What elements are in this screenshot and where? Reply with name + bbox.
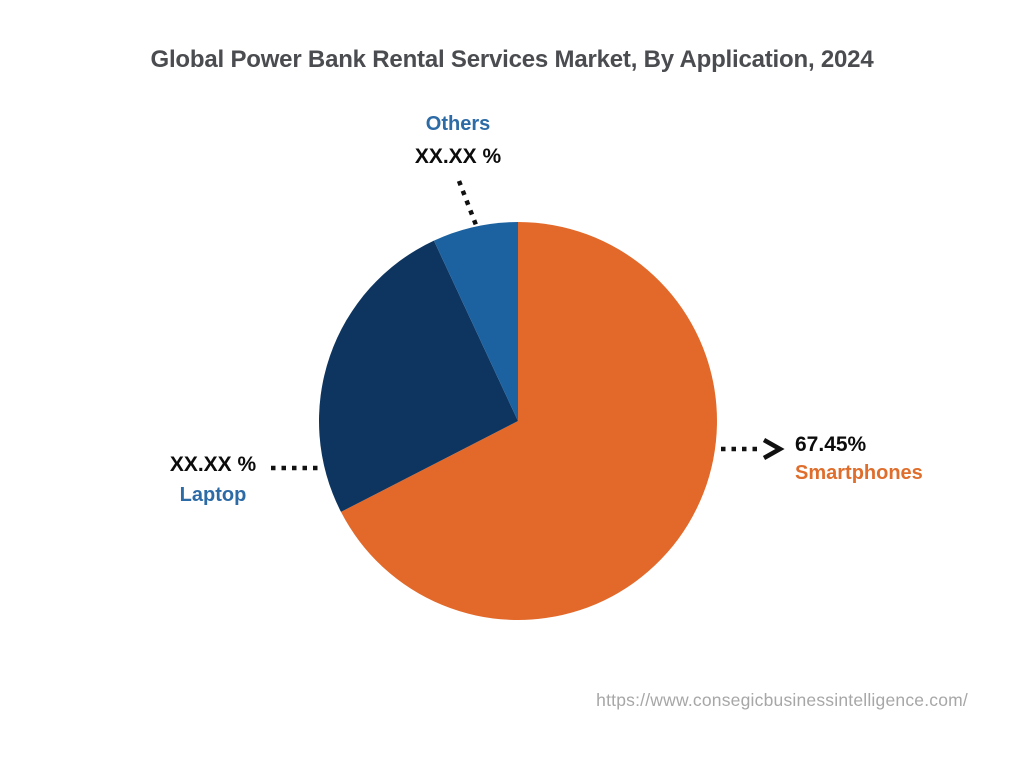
source-url: https://www.consegicbusinessintelligence… <box>596 690 968 710</box>
leader-line-others <box>456 180 479 226</box>
slice-value-laptop: XX.XX % <box>169 453 257 476</box>
pie-slice-others[interactable] <box>433 222 518 421</box>
callout-others: Others XX.XX % <box>392 113 524 169</box>
slice-label-laptop: Laptop <box>179 484 247 506</box>
arrow-right-icon <box>762 438 785 460</box>
pie-slice-laptop[interactable] <box>318 240 518 512</box>
slice-label-others: Others <box>425 113 491 135</box>
pie-slices <box>318 222 717 620</box>
callout-smartphones: 67.45% Smartphones <box>795 433 923 485</box>
callout-laptop: XX.XX % Laptop <box>146 453 280 507</box>
pie-slice-smartphones[interactable] <box>340 222 717 620</box>
chart-title: Global Power Bank Rental Services Market… <box>150 46 874 73</box>
slice-label-smartphones: Smartphones <box>795 462 923 484</box>
slice-value-smartphones: 67.45% <box>795 433 867 456</box>
slice-value-others: XX.XX % <box>414 145 502 168</box>
